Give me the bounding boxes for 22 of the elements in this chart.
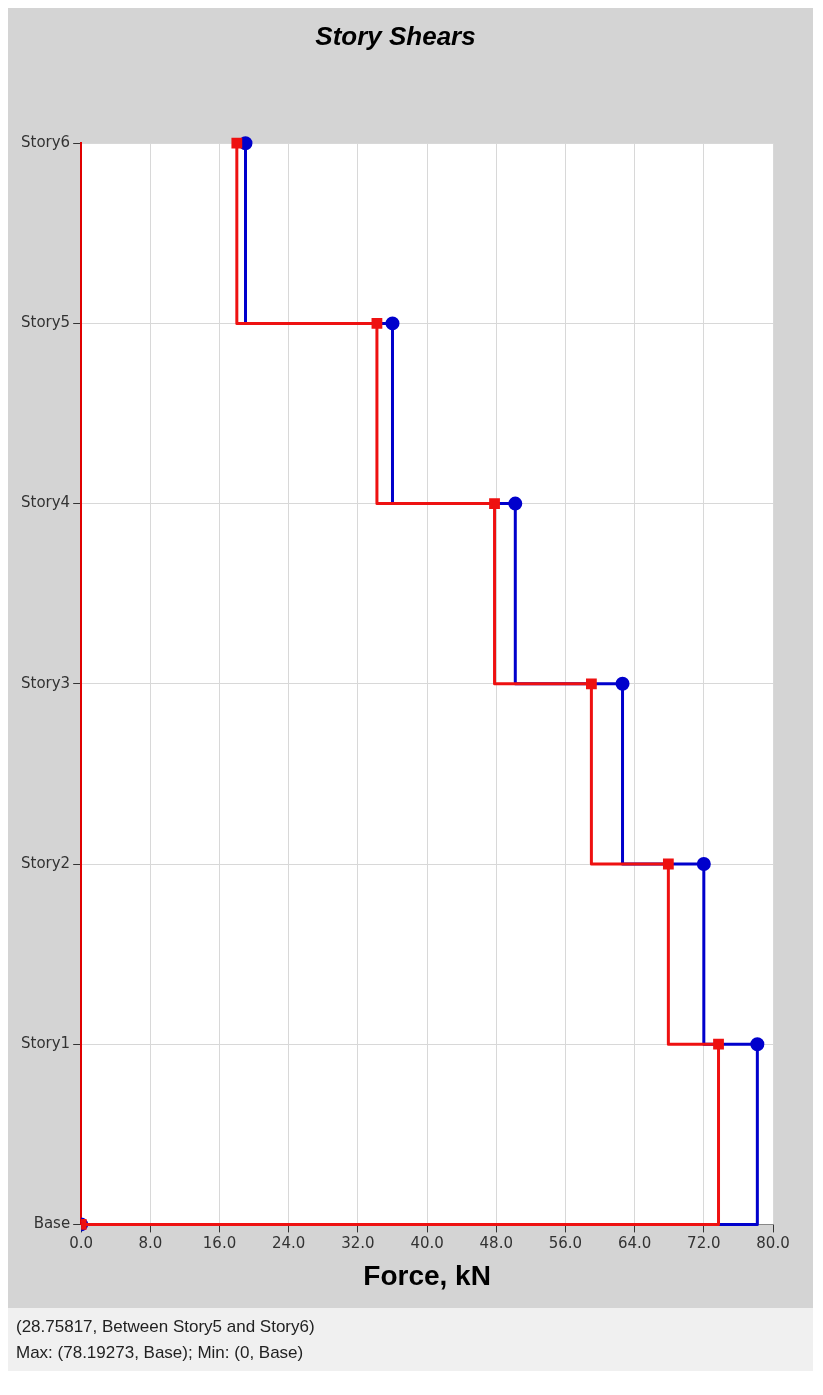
x-tick-label: 64.0 (617, 1234, 652, 1253)
y-tick-label: Story4 (21, 493, 71, 512)
chart-title: Story Shears (315, 20, 476, 51)
x-tick-label: 8.0 (138, 1234, 163, 1253)
y-tick-label: Base (33, 1214, 71, 1233)
text: (28.75817, Between Story5 and Story6) (16, 1316, 316, 1338)
y-tick-label: Story5 (21, 313, 71, 332)
y-tick-label: Story6 (21, 133, 71, 152)
x-tick-label: 16.0 (202, 1234, 237, 1253)
x-tick-label: 24.0 (272, 1234, 306, 1253)
y-tick-label: Story1 (21, 1034, 71, 1053)
x-tick-label: 40.0 (410, 1234, 444, 1253)
x-tick-label: 0.0 (69, 1234, 94, 1253)
text: Max: (78.19273, Base); Min: (0, Base) (16, 1341, 305, 1364)
x-tick-label: 48.0 (479, 1234, 513, 1253)
y-tick-label: Story3 (21, 673, 71, 692)
y-tick-label: Story2 (21, 853, 71, 872)
x-tick-label: 72.0 (687, 1234, 721, 1253)
x-tick-label: 80.0 (756, 1234, 790, 1253)
x-axis-title: Force, kN (363, 1259, 491, 1291)
x-tick-label: 56.0 (548, 1234, 583, 1253)
x-tick-label: 32.0 (341, 1234, 375, 1253)
